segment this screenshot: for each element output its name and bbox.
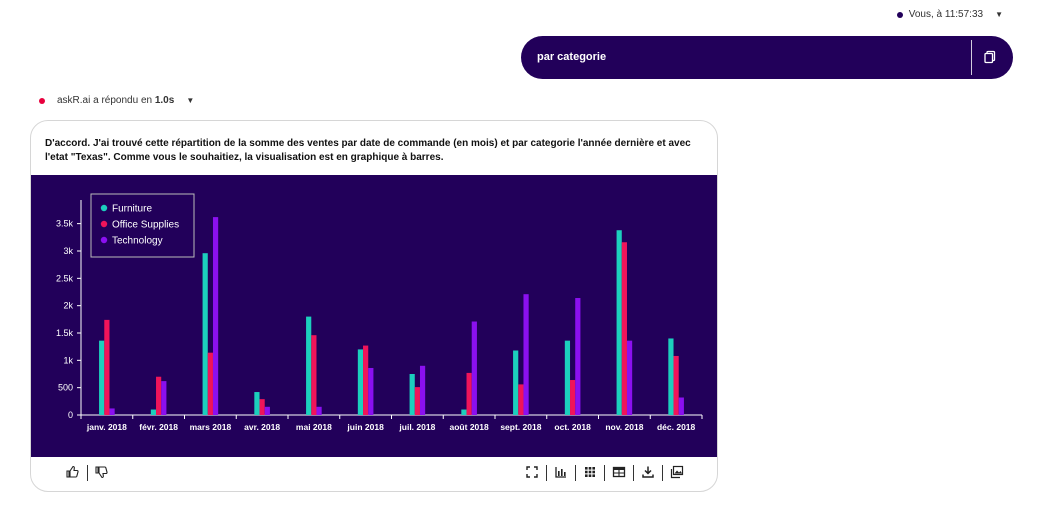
bot-response-card: D'accord. J'ai trouvé cette répartition … — [30, 120, 718, 492]
bar — [471, 321, 477, 415]
bar — [575, 298, 581, 415]
footer-divider — [575, 465, 576, 481]
user-message-text: par categorie — [537, 51, 607, 63]
bar — [316, 406, 322, 415]
footer-divider — [662, 465, 663, 481]
bar-chart: 0 500 1k 1.5k 2k 2.5k 3k 3.5k janv. 2018 févr. 20… — [31, 175, 717, 457]
x-tick-label: févr. 2018 — [139, 422, 178, 432]
y-tick-label: 3k — [63, 246, 73, 256]
bar — [616, 230, 622, 415]
image-gallery-icon[interactable] — [670, 465, 684, 479]
user-message-bubble: par categorie — [521, 36, 1013, 79]
x-tick-label: avr. 2018 — [244, 422, 280, 432]
bar — [564, 340, 571, 415]
chevron-down-icon[interactable]: ▼ — [995, 10, 1003, 19]
x-tick-label: oct. 2018 — [554, 422, 591, 432]
bar — [678, 397, 684, 415]
y-tick-label: 2k — [63, 301, 73, 311]
bar — [523, 294, 529, 415]
y-tick-label: 3.5k — [56, 219, 74, 229]
bubble-divider — [971, 40, 972, 75]
bar — [419, 365, 426, 415]
legend-label: Furniture — [112, 204, 152, 215]
bar — [363, 345, 369, 415]
bar — [99, 340, 105, 415]
footer-divider — [546, 465, 547, 481]
bar — [156, 376, 162, 415]
table-icon[interactable] — [612, 465, 626, 479]
footer-divider — [87, 465, 88, 481]
bar — [518, 384, 524, 415]
x-tick-label: août 2018 — [450, 422, 489, 432]
bar — [212, 217, 219, 415]
legend-marker — [100, 236, 108, 244]
bar — [673, 355, 679, 415]
bar — [621, 242, 627, 415]
legend-box — [90, 193, 195, 258]
legend-label: Technology — [112, 236, 163, 247]
x-tick-label: sept. 2018 — [500, 422, 541, 432]
bar — [259, 399, 265, 415]
bar — [104, 319, 110, 415]
bar — [207, 352, 213, 415]
x-tick-label: juil. 2018 — [398, 422, 435, 432]
bar — [311, 335, 317, 415]
bar — [466, 372, 472, 415]
card-footer — [31, 461, 717, 489]
user-timestamp: Vous, à 11:57:33 — [908, 9, 984, 20]
bar — [513, 350, 519, 415]
bar — [368, 367, 374, 415]
y-tick-label: 500 — [58, 383, 73, 393]
chevron-down-icon[interactable]: ▼ — [186, 96, 195, 105]
bar — [161, 381, 167, 415]
bar — [668, 338, 674, 415]
bot-message-text: D'accord. J'ai trouvé cette répartition … — [45, 138, 691, 163]
fullscreen-icon[interactable] — [525, 465, 539, 479]
bar-chart-icon[interactable] — [554, 465, 568, 479]
x-tick-label: nov. 2018 — [605, 422, 643, 432]
bar — [306, 316, 312, 415]
chart-svg: 0 500 1k 1.5k 2k 2.5k 3k 3.5k janv. 2018 févr. 20… — [56, 193, 703, 432]
x-tick-label: janv. 2018 — [86, 422, 127, 432]
grid-icon[interactable] — [583, 465, 597, 479]
legend-marker — [100, 220, 108, 228]
bot-message-meta: askR.ai a répondu en 1.0s ▼ — [39, 95, 194, 106]
bot-response-time: 1.0s — [154, 95, 175, 106]
bar — [570, 380, 576, 415]
x-tick-label: mai 2018 — [296, 422, 332, 432]
y-tick-label: 1k — [63, 355, 73, 365]
bot-meta-text: askR.ai a répondu en 1.0s — [57, 95, 174, 106]
bar — [409, 374, 415, 415]
y-tick-label: 0 — [68, 410, 73, 420]
x-tick-label: déc. 2018 — [657, 422, 696, 432]
bar — [202, 253, 208, 415]
bot-status-dot — [39, 97, 45, 104]
bar — [109, 408, 115, 415]
bar — [150, 409, 157, 415]
copy-icon[interactable] — [983, 50, 997, 64]
bar — [254, 392, 260, 415]
thumbs-up-icon[interactable] — [65, 465, 79, 479]
y-tick-label: 1.5k — [56, 328, 74, 338]
bar — [264, 406, 270, 415]
user-message-meta: Vous, à 11:57:33 ▼ — [896, 9, 1003, 20]
footer-divider — [633, 465, 634, 481]
download-icon[interactable] — [641, 465, 655, 479]
bar — [357, 349, 364, 415]
thumbs-down-icon[interactable] — [94, 465, 108, 479]
bar — [461, 409, 467, 415]
bar — [414, 387, 420, 415]
user-status-dot — [896, 11, 903, 18]
legend-marker — [100, 204, 108, 212]
y-tick-label: 2.5k — [56, 273, 74, 283]
x-tick-label: mars 2018 — [190, 422, 232, 432]
bot-meta-prefix: askR.ai a répondu en — [57, 95, 155, 106]
footer-divider — [604, 465, 605, 481]
legend-label: Office Supplies — [112, 220, 179, 231]
x-tick-label: juin 2018 — [346, 422, 384, 432]
bar — [626, 340, 633, 415]
